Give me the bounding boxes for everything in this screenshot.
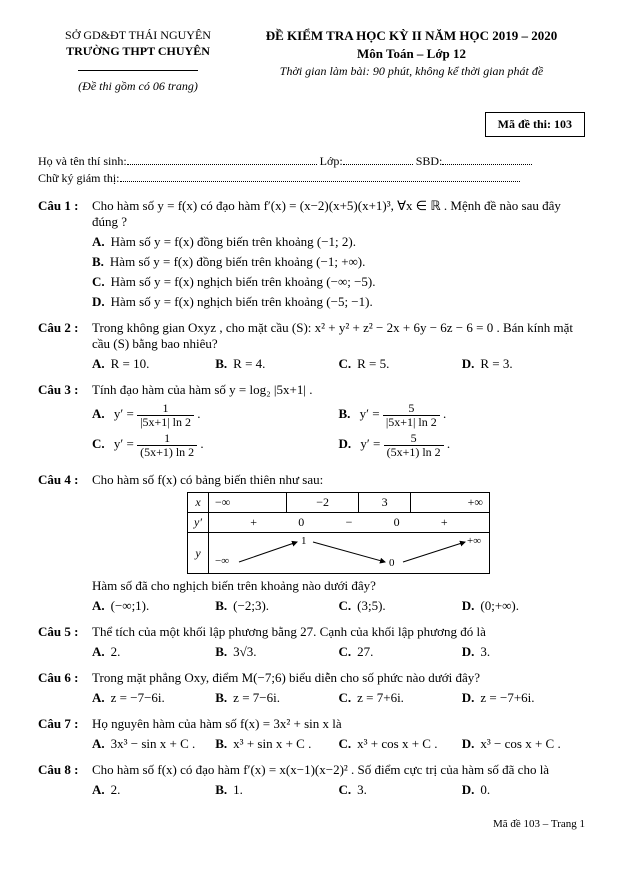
q8-stem: Cho hàm số f(x) có đạo hàm f′(x) = x(x−1… [92, 762, 585, 778]
q6-A: z = −7−6i. [111, 690, 165, 705]
dept-name: SỞ GD&ĐT THÁI NGUYÊN [38, 28, 238, 43]
q4-B: (−2;3). [233, 598, 269, 613]
q3-D-num: 5 [384, 432, 444, 446]
name-label: Họ và tên thí sinh: [38, 154, 127, 168]
q2-D: R = 3. [480, 356, 512, 371]
q2-A: R = 10. [111, 356, 150, 371]
sbd-label: SBD: [416, 154, 443, 168]
pages-note: (Đề thi gồm có 06 trang) [38, 79, 238, 94]
exam-header: SỞ GD&ĐT THÁI NGUYÊN TRƯỜNG THPT CHUYÊN … [38, 28, 585, 94]
q5-stem: Thể tích của một khối lập phương bằng 27… [92, 624, 585, 640]
q3-C-den: (5x+1) ln 2 [137, 446, 197, 459]
q6-label: Câu 6 : [38, 670, 92, 706]
q4-stem2: Hàm số đã cho nghịch biến trên khoảng nà… [92, 578, 585, 594]
q6-B: z = 7−6i. [233, 690, 280, 705]
q1-D: Hàm số y = f(x) nghịch biến trên khoảng … [111, 294, 373, 309]
variation-arrows: −∞ 1 0 +∞ [209, 534, 489, 568]
q1-label: Câu 1 : [38, 198, 92, 310]
q7-B: x³ + sin x + C . [233, 736, 311, 751]
question-6: Câu 6 : Trong mặt phẳng Oxy, điểm M(−7;6… [38, 670, 585, 706]
q8-B: 1. [233, 782, 243, 797]
candidate-info: Họ và tên thí sinh: Lớp: SBD: Chữ ký giá… [38, 154, 585, 186]
exam-duration: Thời gian làm bài: 90 phút, không kể thờ… [238, 64, 585, 79]
q6-stem: Trong mặt phẳng Oxy, điểm M(−7;6) biểu d… [92, 670, 585, 686]
q3-B-den: |5x+1| ln 2 [383, 416, 440, 429]
header-right: ĐỀ KIỂM TRA HỌC KỲ II NĂM HỌC 2019 – 202… [238, 28, 585, 94]
q7-label: Câu 7 : [38, 716, 92, 752]
question-1: Câu 1 : Cho hàm số y = f(x) có đạo hàm f… [38, 198, 585, 310]
q3-C-num: 1 [137, 432, 197, 446]
q3-A-num: 1 [137, 402, 194, 416]
q8-A: 2. [111, 782, 121, 797]
q7-D: x³ − cos x + C . [480, 736, 560, 751]
exam-subject: Môn Toán – Lớp 12 [238, 46, 585, 62]
svg-text:1: 1 [301, 535, 307, 547]
q4-stem: Cho hàm số f(x) có bảng biến thiên như s… [92, 472, 585, 488]
q1-C: Hàm số y = f(x) nghịch biến trên khoảng … [111, 274, 376, 289]
class-label: Lớp: [320, 154, 343, 168]
svg-text:0: 0 [389, 557, 395, 568]
q2-B: R = 4. [233, 356, 265, 371]
q3-B-num: 5 [383, 402, 440, 416]
question-5: Câu 5 : Thể tích của một khối lập phương… [38, 624, 585, 660]
variation-table: x −∞ −2 3 +∞ y′ + 0 − 0 + [187, 492, 490, 574]
question-2: Câu 2 : Trong không gian Oxyz , cho mặt … [38, 320, 585, 372]
q4-label: Câu 4 : [38, 472, 92, 614]
q5-B: 3√3. [233, 644, 256, 659]
q4-D: (0;+∞). [480, 598, 519, 613]
q7-A: 3x³ − sin x + C . [111, 736, 196, 751]
q2-C: R = 5. [357, 356, 389, 371]
q2-stem: Trong không gian Oxyz , cho mặt cầu (S):… [92, 320, 585, 352]
q8-label: Câu 8 : [38, 762, 92, 798]
q5-D: 3. [480, 644, 490, 659]
question-4: Câu 4 : Cho hàm số f(x) có bảng biến thi… [38, 472, 585, 614]
question-7: Câu 7 : Họ nguyên hàm của hàm số f(x) = … [38, 716, 585, 752]
q3-label: Câu 3 : [38, 382, 92, 462]
exam-code-box: Mã đề thi: 103 [485, 112, 585, 137]
q6-D: z = −7+6i. [480, 690, 534, 705]
q1-stem: Cho hàm số y = f(x) có đạo hàm f′(x) = (… [92, 198, 585, 230]
q4-C: (3;5). [357, 598, 386, 613]
q4-A: (−∞;1). [111, 598, 150, 613]
header-underline [78, 70, 198, 71]
q5-C: 27. [357, 644, 373, 659]
q7-stem: Họ nguyên hàm của hàm số f(x) = 3x² + si… [92, 716, 585, 732]
q8-C: 3. [357, 782, 367, 797]
header-left: SỞ GD&ĐT THÁI NGUYÊN TRƯỜNG THPT CHUYÊN … [38, 28, 238, 94]
q6-C: z = 7+6i. [357, 690, 404, 705]
q1-A: Hàm số y = f(x) đồng biến trên khoảng (−… [111, 234, 356, 249]
svg-text:+∞: +∞ [467, 535, 481, 547]
exam-title: ĐỀ KIỂM TRA HỌC KỲ II NĂM HỌC 2019 – 202… [238, 28, 585, 44]
page-footer: Mã đề 103 – Trang 1 [38, 818, 585, 830]
q3-D-den: (5x+1) ln 2 [384, 446, 444, 459]
q7-C: x³ + cos x + C . [357, 736, 437, 751]
question-3: Câu 3 : Tính đạo hàm của hàm số y = log₂… [38, 382, 585, 462]
q5-A: 2. [111, 644, 121, 659]
sign-label: Chữ ký giám thị: [38, 171, 120, 185]
q3-stem: Tính đạo hàm của hàm số y = log₂ |5x+1| … [92, 382, 585, 398]
q8-D: 0. [480, 782, 490, 797]
school-name: TRƯỜNG THPT CHUYÊN [38, 44, 238, 59]
q5-label: Câu 5 : [38, 624, 92, 660]
q3-A-den: |5x+1| ln 2 [137, 416, 194, 429]
q1-B: Hàm số y = f(x) đồng biến trên khoảng (−… [110, 254, 365, 269]
question-8: Câu 8 : Cho hàm số f(x) có đạo hàm f′(x)… [38, 762, 585, 798]
svg-text:−∞: −∞ [215, 555, 229, 567]
q2-label: Câu 2 : [38, 320, 92, 372]
